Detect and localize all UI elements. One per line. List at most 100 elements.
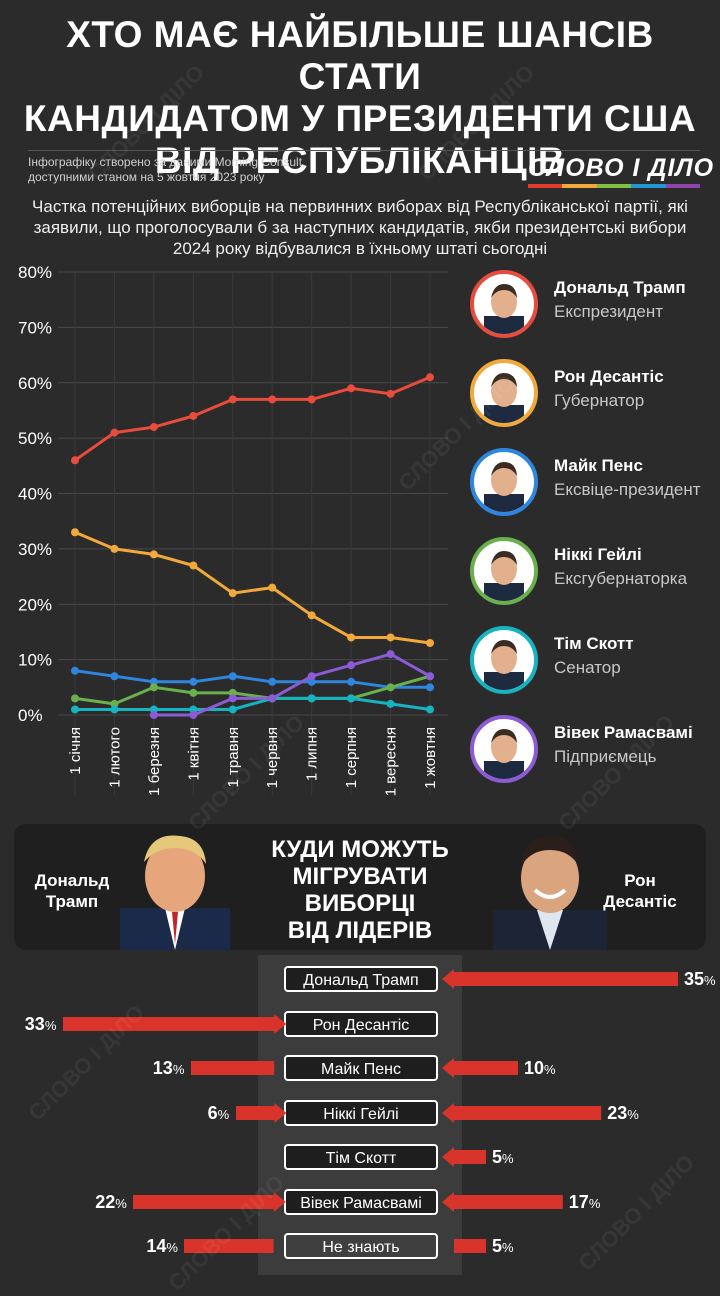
source-line-2: доступними станом на 5 жовтня 2023 року — [28, 170, 265, 184]
migration-title-line-1: КУДИ МОЖУТЬ — [271, 836, 449, 863]
candidate-role: Губернатор — [554, 391, 645, 410]
trump-portrait — [120, 835, 230, 950]
brand-stripe — [562, 184, 597, 188]
pct-unit: % — [502, 1240, 514, 1255]
title-line-1: ХТО МАЄ НАЙБІЛЬШЕ ШАНСІВ СТАТИ — [66, 14, 654, 97]
candidate-role: Ексвіце-президент — [554, 480, 701, 499]
left-bar-value: 33% — [25, 1013, 57, 1037]
y-tick-label: 50% — [18, 429, 52, 448]
pct-unit: % — [115, 1195, 127, 1211]
candidate-photo-icon — [484, 373, 524, 423]
right-bar-shape — [442, 969, 678, 989]
migration-title-line-2: МІГРУВАТИ — [292, 863, 428, 890]
candidate-name: Майк Пенс — [554, 456, 643, 475]
right-bar-shape — [442, 1058, 518, 1078]
left-bar-shape — [190, 1061, 274, 1075]
candidate-item: Дональд Трамп Експрезидент — [470, 270, 720, 344]
left-bar — [184, 1239, 274, 1253]
candidate-item: Ніккі Гейлі Ексгубернаторка — [470, 537, 720, 611]
migration-category-label: Тім Скотт — [284, 1144, 438, 1170]
data-point — [189, 561, 198, 570]
data-point — [149, 423, 158, 432]
left-leader-line-1: Дональд — [34, 871, 110, 890]
left-bar-shape — [184, 1239, 274, 1253]
data-point — [110, 544, 119, 553]
candidate-name: Тім Скотт — [554, 634, 634, 653]
pct-unit: % — [544, 1062, 556, 1077]
y-tick-label: 60% — [18, 374, 52, 393]
x-tick-label: 1 січня — [67, 727, 84, 775]
candidate-photo-icon — [484, 551, 524, 601]
data-point — [426, 705, 434, 714]
series-line — [74, 375, 431, 462]
data-point — [228, 395, 237, 404]
data-point — [149, 683, 158, 692]
data-point — [71, 705, 79, 714]
y-tick-label: 80% — [18, 263, 52, 282]
right-bar-value: 10% — [524, 1057, 556, 1081]
right-bar-value: 17% — [569, 1191, 601, 1215]
migration-title: КУДИ МОЖУТЬ МІГРУВАТИ ВИБОРЦІ ВІД ЛІДЕРІ… — [240, 836, 480, 944]
data-point — [228, 694, 237, 703]
x-tick-label: 1 березня — [146, 727, 163, 796]
y-tick-label: 10% — [18, 651, 52, 670]
migration-category-label: Дональд Трамп — [284, 966, 438, 992]
candidate-avatar — [470, 715, 538, 783]
candidate-photo-icon — [484, 729, 524, 779]
source-line-1: Інфографіку створено за даними Morning C… — [28, 155, 306, 169]
desantis-smile — [533, 888, 567, 899]
x-tick-label: 1 жовтня — [422, 727, 439, 789]
data-point — [307, 672, 316, 681]
data-point — [149, 677, 158, 686]
y-tick-label: 0% — [18, 706, 43, 725]
right-bar-value: 5% — [492, 1235, 514, 1259]
data-point — [228, 705, 237, 714]
data-point — [347, 661, 356, 670]
desantis-portrait — [493, 836, 607, 950]
right-bar-number: 23 — [607, 1102, 628, 1123]
brand-stripe — [596, 184, 632, 188]
data-point — [268, 395, 277, 404]
right-bar — [442, 1102, 602, 1123]
x-tick-label: 1 лютого — [106, 727, 123, 788]
trump-face — [145, 840, 205, 912]
line-chart: 0% 10% 20% 30% 40% 50% 60% 70% 80% 1 січня 1 лютог… — [18, 263, 448, 796]
pct-unit: % — [704, 973, 716, 988]
data-point — [149, 711, 158, 719]
candidate-photo-icon — [484, 640, 524, 690]
left-bar-number: 13 — [152, 1058, 173, 1078]
data-point — [189, 677, 198, 686]
right-bar-number: 35 — [684, 969, 705, 989]
title-line-3: ВІД РЕСПУБЛІКАНЦІВ — [154, 140, 566, 181]
x-tick-label: 1 вересня — [383, 727, 400, 796]
left-leader-name: Дональд Трамп — [22, 870, 122, 912]
right-bar — [442, 1191, 563, 1212]
migration-title-line-4: ВІД ЛІДЕРІВ — [287, 917, 433, 944]
candidate-avatar — [470, 537, 538, 605]
data-point — [228, 589, 237, 598]
data-point — [347, 694, 356, 703]
x-tick-label: 1 квітня — [185, 727, 202, 781]
left-bar — [190, 1061, 274, 1075]
right-bar — [442, 1147, 486, 1167]
header-divider — [28, 150, 700, 151]
brand-stripes — [528, 184, 701, 188]
right-bar-number: 5 — [492, 1236, 503, 1256]
left-leader-line-2: Трамп — [45, 892, 99, 911]
data-point — [71, 528, 79, 537]
data-point — [426, 639, 434, 648]
right-bar-value: 5% — [492, 1146, 514, 1170]
left-bar-value: 6% — [208, 1102, 230, 1126]
data-point — [189, 711, 198, 719]
series-line — [153, 652, 431, 717]
y-tick-label: 30% — [18, 540, 52, 559]
data-point — [386, 650, 395, 659]
chart-subtitle: Частка потенційних виборців на первинних… — [32, 197, 688, 258]
data-point — [71, 694, 79, 703]
candidate-item: Майк Пенс Ексвіце-президент — [470, 448, 720, 522]
migration-category-label: Вівек Рамасвамі — [284, 1188, 438, 1215]
left-bar-shape — [62, 1013, 286, 1034]
left-bar-shape — [133, 1191, 286, 1212]
right-bar — [442, 1058, 518, 1078]
data-point — [228, 672, 237, 681]
